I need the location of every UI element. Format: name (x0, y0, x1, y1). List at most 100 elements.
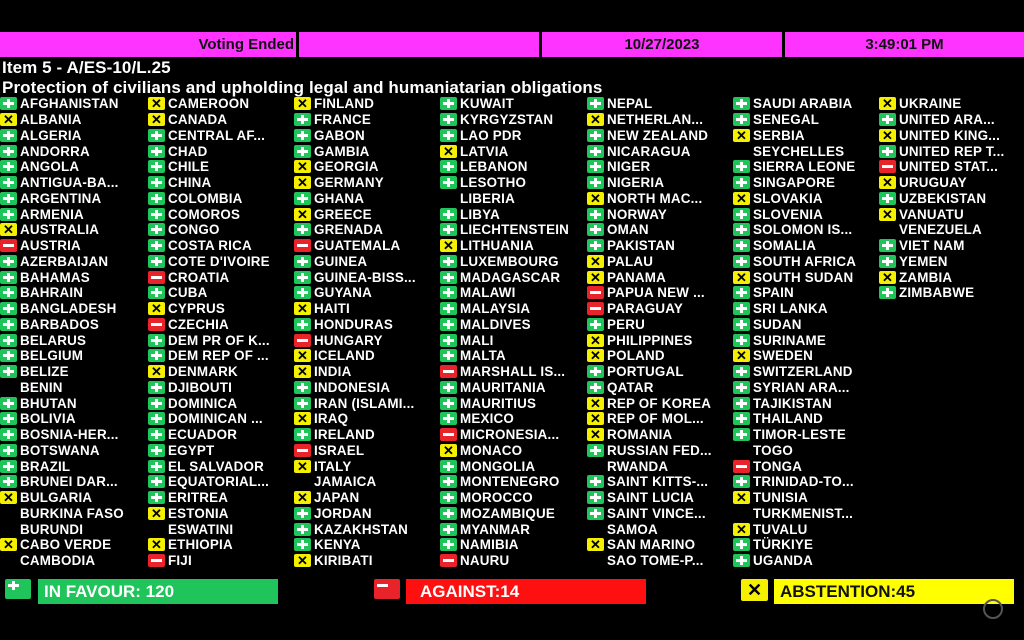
country-row: PAPUA NEW ... (587, 285, 733, 301)
plus-icon (587, 223, 604, 237)
minus-icon (294, 443, 311, 457)
x-icon (294, 412, 311, 426)
country-row: COLOMBIA (148, 191, 294, 207)
country-row: IRELAND (294, 427, 440, 443)
plus-icon (440, 333, 457, 347)
plus-icon (733, 302, 750, 316)
x-icon (587, 191, 604, 205)
country-name: GUINEA-BISS... (314, 269, 416, 285)
country-name: HONDURAS (314, 316, 393, 332)
no-vote-icon (733, 145, 750, 158)
country-name: COSTA RICA (168, 238, 252, 254)
resolution-title: Protection of civilians and upholding le… (2, 78, 603, 97)
country-name: TRINIDAD-TO... (753, 474, 854, 490)
country-name: LESOTHO (460, 175, 527, 191)
country-row: UKRAINE (879, 96, 1024, 112)
country-row: MAURITANIA (440, 380, 586, 396)
country-column: CAMEROONCANADACENTRAL AF...CHADCHILECHIN… (148, 96, 294, 569)
plus-icon (148, 443, 165, 457)
country-row: BENIN (0, 380, 146, 396)
plus-icon (294, 128, 311, 142)
country-row: KUWAIT (440, 96, 586, 112)
country-name: ISRAEL (314, 442, 365, 458)
country-row: BELIZE (0, 364, 146, 380)
country-name: MYANMAR (460, 521, 531, 537)
country-name: UGANDA (753, 553, 813, 569)
country-row: IRAN (ISLAMI... (294, 395, 440, 411)
x-icon (294, 554, 311, 568)
x-icon (733, 491, 750, 505)
country-row: MICRONESIA... (440, 427, 586, 443)
country-row: ARMENIA (0, 206, 146, 222)
country-name: SAN MARINO (607, 537, 696, 553)
plus-icon (148, 333, 165, 347)
minus-icon (440, 554, 457, 568)
x-icon (587, 270, 604, 284)
country-name: IRELAND (314, 427, 375, 443)
country-row: UNITED KING... (879, 128, 1024, 144)
country-name: SOLOMON IS... (753, 222, 853, 238)
country-name: ARMENIA (20, 206, 84, 222)
country-row: MALAWI (440, 285, 586, 301)
country-name: GUINEA (314, 253, 368, 269)
country-row: CAMBODIA (0, 553, 146, 569)
plus-icon (294, 144, 311, 158)
country-row: FINLAND (294, 96, 440, 112)
country-row: REP OF MOL... (587, 411, 733, 427)
country-row: UNITED ARA... (879, 112, 1024, 128)
country-name: NIGER (607, 159, 651, 175)
country-name: VIET NAM (899, 238, 965, 254)
country-name: UZBEKISTAN (899, 190, 987, 206)
country-row: SYRIAN ARA... (733, 380, 879, 396)
country-name: LIBYA (460, 206, 500, 222)
country-name: DEM REP OF ... (168, 348, 269, 364)
country-row: JAMAICA (294, 474, 440, 490)
country-row: POLAND (587, 348, 733, 364)
country-row: NAMIBIA (440, 537, 586, 553)
x-icon (294, 160, 311, 174)
country-row: PHILIPPINES (587, 332, 733, 348)
country-name: RUSSIAN FED... (607, 442, 712, 458)
x-icon (148, 97, 165, 111)
plus-icon (0, 365, 17, 379)
minus-icon (440, 428, 457, 442)
country-name: EGYPT (168, 442, 215, 458)
country-name: EL SALVADOR (168, 458, 264, 474)
country-name: CUBA (168, 285, 208, 301)
country-row: SERBIA (733, 128, 879, 144)
country-row: ANDORRA (0, 143, 146, 159)
plus-icon (587, 475, 604, 489)
country-name: SWITZERLAND (753, 364, 853, 380)
country-row: CAMEROON (148, 96, 294, 112)
plus-icon (440, 396, 457, 410)
country-name: HUNGARY (314, 332, 383, 348)
plus-icon (0, 412, 17, 426)
plus-icon (148, 239, 165, 253)
plus-icon (294, 380, 311, 394)
minus-icon (440, 365, 457, 379)
plus-icon (879, 113, 896, 127)
country-row: INDIA (294, 364, 440, 380)
country-row: BULGARIA (0, 490, 146, 506)
country-name: NEW ZEALAND (607, 127, 709, 143)
country-name: BELGIUM (20, 348, 84, 364)
country-name: VANUATU (899, 206, 964, 222)
country-row: SENEGAL (733, 112, 879, 128)
country-name: MEXICO (460, 411, 515, 427)
country-row: PALAU (587, 254, 733, 270)
x-icon (0, 223, 17, 237)
country-name: GRENADA (314, 222, 384, 238)
country-row: CONGO (148, 222, 294, 238)
country-name: BANGLADESH (20, 301, 117, 317)
plus-icon (294, 254, 311, 268)
plus-icon (587, 380, 604, 394)
country-name: NETHERLAN... (607, 112, 704, 128)
plus-icon (294, 317, 311, 331)
country-row: NIGERIA (587, 175, 733, 191)
country-name: CANADA (168, 112, 228, 128)
country-row: ITALY (294, 458, 440, 474)
country-row: SOUTH SUDAN (733, 269, 879, 285)
plus-icon (148, 128, 165, 142)
plus-icon (733, 428, 750, 442)
country-row: NORWAY (587, 206, 733, 222)
